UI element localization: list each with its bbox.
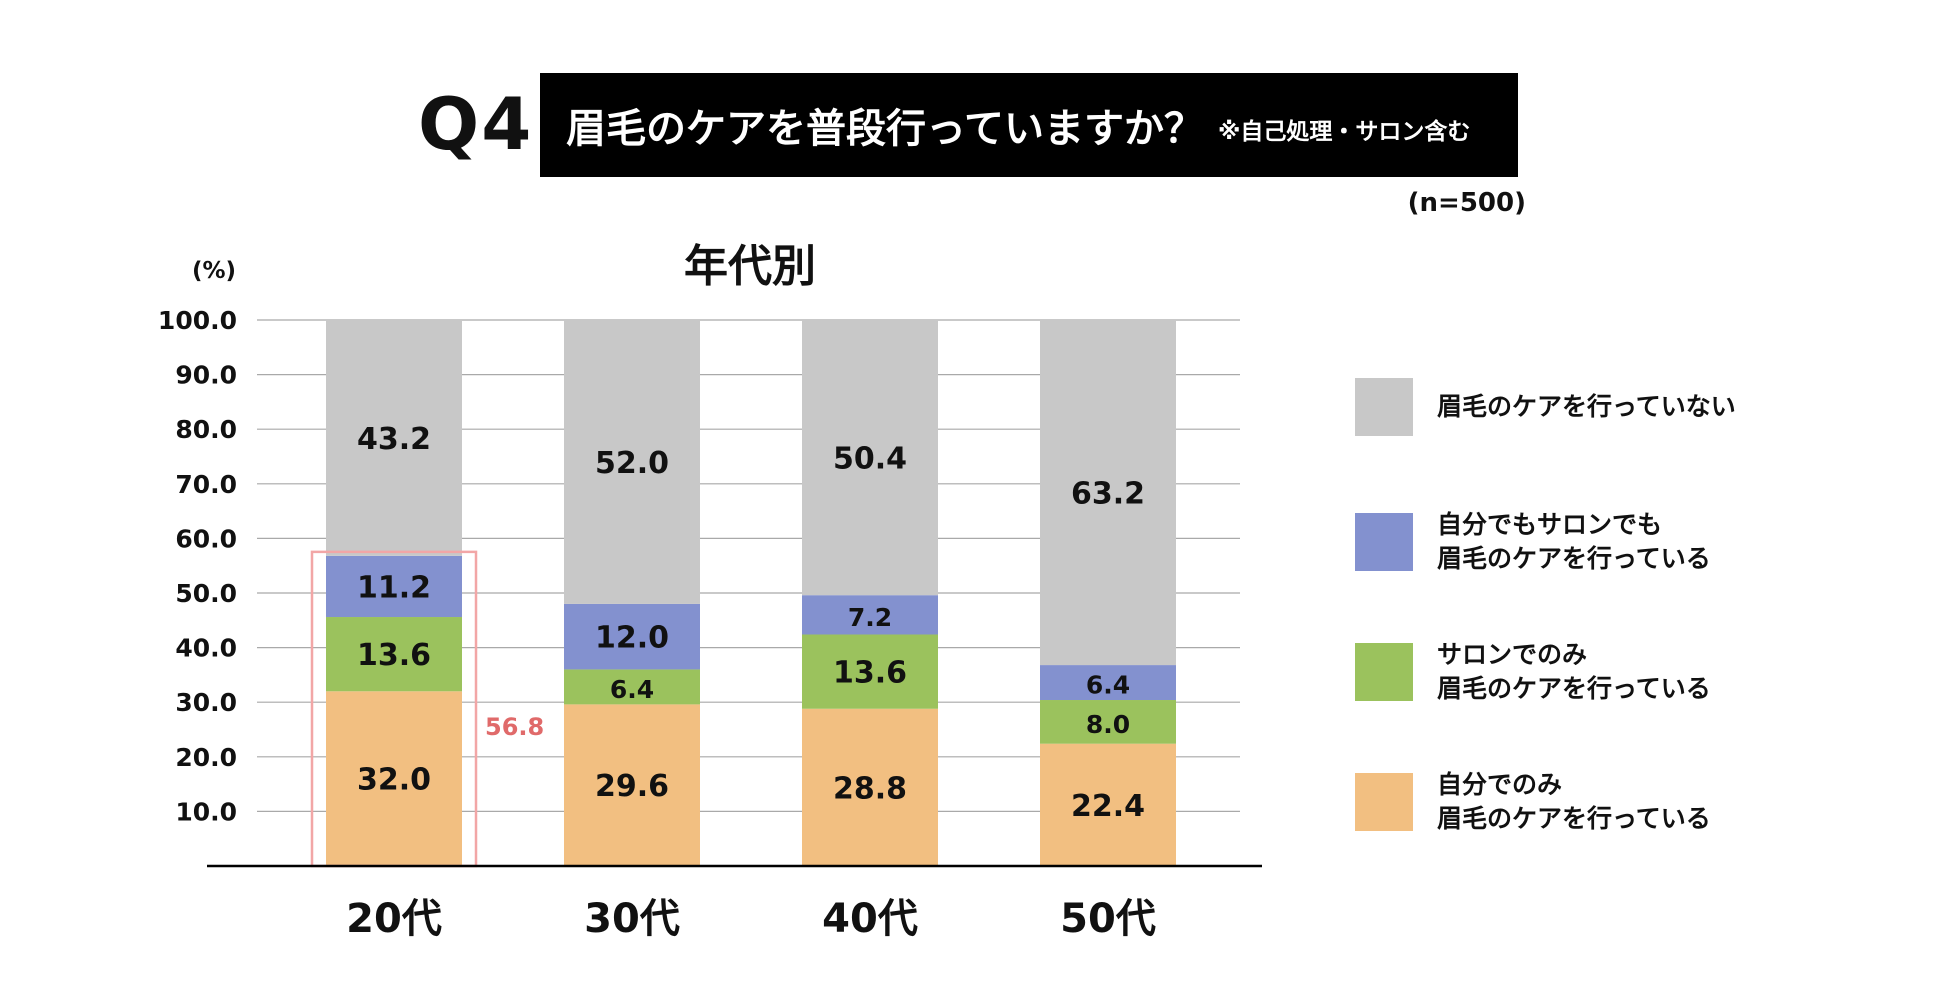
chart-title: 年代別 <box>684 241 816 292</box>
legend-item-both: 自分でもサロンでも 眉毛のケアを行っている <box>1355 508 1815 576</box>
data-label: 29.6 <box>595 769 669 804</box>
data-label: 63.2 <box>1071 477 1145 512</box>
y-tick-label: 50.0 <box>175 579 237 608</box>
legend-label: サロンでのみ <box>1437 640 1588 669</box>
y-tick-label: 10.0 <box>175 797 237 826</box>
legend-swatch-none <box>1355 378 1413 436</box>
question-title: 眉毛のケアを普段行っていますか？ <box>566 106 1204 152</box>
data-label: 43.2 <box>357 422 431 457</box>
legend-swatch-salon-only <box>1355 642 1413 701</box>
bar-segment <box>802 320 938 596</box>
bar-stacks: 32.0 13.6 11.2 43.2 29.6 6.4 12.0 52.0 28.8 13.6 7… <box>326 320 1176 866</box>
bar-segment <box>564 669 700 705</box>
data-label: 32.0 <box>357 763 431 798</box>
y-tick-label: 80.0 <box>175 415 237 444</box>
data-label: 28.8 <box>833 771 907 806</box>
bar-segment <box>1040 743 1176 866</box>
data-label: 8.0 <box>1086 710 1130 739</box>
data-label: 13.6 <box>357 638 431 673</box>
data-label: 12.0 <box>595 621 669 656</box>
legend-item-self-only: 自分でのみ 眉毛のケアを行っている <box>1355 768 1815 836</box>
question-note: ※自己処理・サロン含む <box>1218 119 1471 145</box>
data-label: 7.2 <box>848 603 892 632</box>
bar-segment <box>802 708 938 866</box>
bar-segment <box>564 603 700 670</box>
y-tick-label: 90.0 <box>175 361 237 390</box>
legend-label: 眉毛のケアを行っている <box>1437 673 1711 703</box>
y-tick-label: 40.0 <box>175 634 237 663</box>
highlight-label: 56.8 <box>485 713 544 741</box>
legend-label: 自分でのみ <box>1437 770 1563 799</box>
data-label: 6.4 <box>1086 671 1130 700</box>
y-axis-unit: (%) <box>192 258 237 284</box>
legend-swatch-self-only <box>1355 772 1413 831</box>
bar-segment <box>564 320 700 604</box>
y-tick-label: 70.0 <box>175 470 237 499</box>
legend-item-salon-only: サロンでのみ 眉毛のケアを行っている <box>1355 638 1815 706</box>
y-tick-label: 30.0 <box>175 688 237 717</box>
legend-label: 眉毛のケアを行っている <box>1437 543 1711 573</box>
question-title-box: 眉毛のケアを普段行っていますか？ ※自己処理・サロン含む <box>540 73 1518 177</box>
bar-segment <box>326 555 462 618</box>
legend-label: 眉毛のケアを行っている <box>1437 803 1711 833</box>
bar-segment <box>326 617 462 692</box>
bar-segment <box>1040 665 1176 701</box>
y-tick-label: 60.0 <box>175 524 237 553</box>
x-tick-label: 40代 <box>822 896 918 942</box>
bar-segment <box>1040 320 1176 666</box>
bar-segment <box>802 634 938 709</box>
x-tick-label: 50代 <box>1060 896 1156 942</box>
legend-swatch-both <box>1355 512 1413 571</box>
bar-segment <box>802 595 938 635</box>
y-tick-label: 100.0 <box>158 306 237 335</box>
legend-label: 眉毛のケアを行っていない <box>1437 392 1736 422</box>
legend-label: 自分でもサロンでも <box>1437 510 1663 539</box>
data-label: 13.6 <box>833 656 907 691</box>
legend-item-none: 眉毛のケアを行っていない <box>1355 378 1815 436</box>
y-tick-label: 20.0 <box>175 743 237 772</box>
axes: 10.0 20.0 30.0 40.0 50.0 60.0 70.0 80.0 90.0 100.… <box>158 306 1262 942</box>
data-label: 22.4 <box>1071 789 1145 824</box>
bar-segment <box>564 704 700 866</box>
bar-segment <box>326 320 462 556</box>
data-label: 50.4 <box>833 442 907 477</box>
sample-size: (n=500) <box>1407 188 1526 218</box>
data-label: 6.4 <box>610 675 654 704</box>
data-label: 52.0 <box>595 446 669 481</box>
x-tick-label: 20代 <box>346 896 442 942</box>
bar-segment <box>1040 700 1176 744</box>
data-label: 11.2 <box>357 570 431 605</box>
x-tick-label: 30代 <box>584 896 680 942</box>
question-number: Q4 <box>418 82 534 166</box>
bar-segment <box>326 691 462 866</box>
